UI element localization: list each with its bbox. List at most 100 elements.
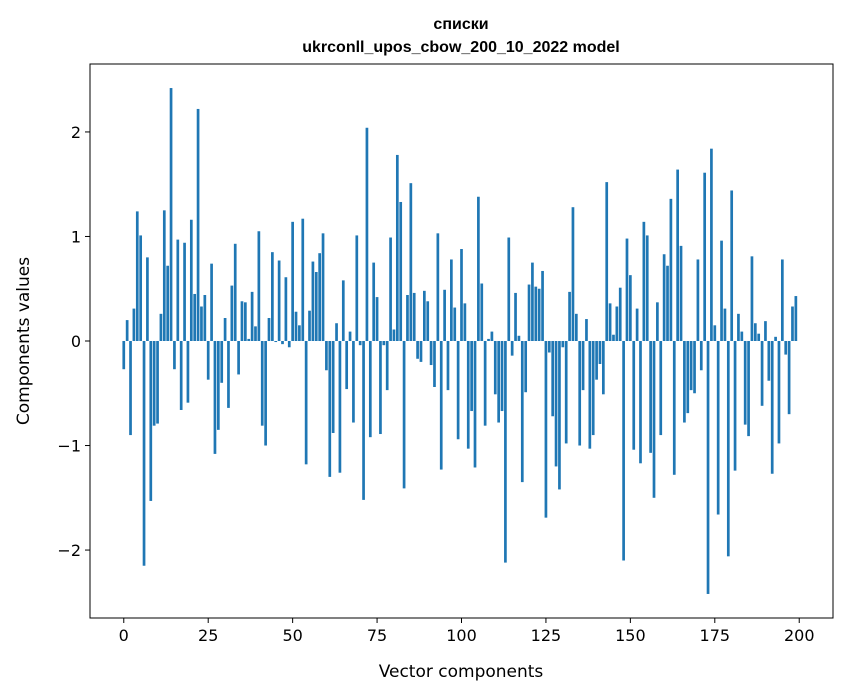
bar-70 xyxy=(358,341,362,346)
bar-40 xyxy=(257,231,261,341)
bar-10 xyxy=(156,341,159,424)
bar-59 xyxy=(321,233,325,341)
bar-4 xyxy=(135,211,139,341)
bar-24 xyxy=(203,295,207,341)
bar-64 xyxy=(338,341,342,473)
bar-162 xyxy=(669,198,673,341)
bar-192 xyxy=(770,341,774,474)
bar-55 xyxy=(308,310,311,341)
bar-176 xyxy=(716,341,720,515)
bar-165 xyxy=(679,245,683,341)
bar-108 xyxy=(487,338,490,341)
bar-78 xyxy=(385,341,389,391)
bar-46 xyxy=(277,260,281,341)
bar-45 xyxy=(274,341,278,343)
bar-29 xyxy=(220,341,224,383)
bar-72 xyxy=(365,127,369,341)
bar-181 xyxy=(733,341,737,471)
bar-57 xyxy=(314,272,318,341)
bar-171 xyxy=(699,341,703,371)
bar-124 xyxy=(541,270,544,341)
bar-190 xyxy=(764,321,767,341)
x-tick-label: 200 xyxy=(784,626,815,645)
bar-150 xyxy=(629,275,632,341)
bar-160 xyxy=(662,254,666,341)
bar-25 xyxy=(206,341,210,380)
bar-98 xyxy=(453,307,457,341)
bar-76 xyxy=(379,341,382,435)
bar-126 xyxy=(547,341,551,353)
bar-65 xyxy=(341,280,345,341)
bar-136 xyxy=(581,341,585,391)
bar-99 xyxy=(456,341,460,440)
bar-191 xyxy=(767,341,771,381)
bar-137 xyxy=(585,319,588,341)
bar-175 xyxy=(713,325,717,341)
bar-166 xyxy=(683,341,686,423)
bar-82 xyxy=(399,201,403,341)
bar-20 xyxy=(189,219,193,341)
bar-87 xyxy=(416,341,419,359)
bar-189 xyxy=(760,341,764,406)
bars xyxy=(122,88,798,594)
bar-112 xyxy=(500,341,504,412)
bar-159 xyxy=(659,341,663,436)
bar-79 xyxy=(389,237,392,341)
bar-92 xyxy=(433,341,436,387)
bar-149 xyxy=(625,238,629,341)
bar-50 xyxy=(291,221,294,341)
bar-197 xyxy=(787,341,791,415)
bar-107 xyxy=(483,341,487,426)
bar-142 xyxy=(601,341,605,395)
bar-96 xyxy=(446,341,450,391)
bar-145 xyxy=(612,334,615,341)
x-tick-label: 150 xyxy=(615,626,646,645)
bar-14 xyxy=(169,88,173,342)
bar-118 xyxy=(520,341,524,483)
bar-12 xyxy=(162,210,166,341)
bar-43 xyxy=(267,318,271,341)
bar-117 xyxy=(517,335,521,341)
bar-69 xyxy=(355,235,359,341)
bar-41 xyxy=(260,341,264,426)
bar-102 xyxy=(466,341,470,449)
bar-84 xyxy=(406,295,409,341)
bar-30 xyxy=(223,318,227,341)
bar-90 xyxy=(426,301,430,341)
bar-168 xyxy=(689,341,693,391)
bar-47 xyxy=(281,341,284,345)
bar-33 xyxy=(233,243,237,341)
x-axis-label: Vector components xyxy=(379,662,544,682)
bar-172 xyxy=(703,172,707,341)
bar-119 xyxy=(524,341,528,393)
bar-61 xyxy=(328,341,332,477)
bar-111 xyxy=(497,341,501,423)
x-tick-label: 0 xyxy=(119,626,129,645)
bar-34 xyxy=(237,341,240,375)
bar-15 xyxy=(173,341,176,370)
bar-53 xyxy=(301,218,305,341)
bar-62 xyxy=(331,341,335,433)
bar-120 xyxy=(527,284,531,341)
x-tick-label: 125 xyxy=(531,626,562,645)
bar-48 xyxy=(284,277,288,341)
bar-7 xyxy=(146,257,149,341)
bar-37 xyxy=(247,338,251,341)
bar-139 xyxy=(591,341,595,436)
bar-83 xyxy=(402,341,406,489)
bar-97 xyxy=(450,259,453,341)
bar-125 xyxy=(544,341,548,518)
bar-31 xyxy=(227,341,230,408)
bar-77 xyxy=(382,341,386,346)
bar-127 xyxy=(551,341,555,417)
bar-156 xyxy=(649,341,652,453)
bar-193 xyxy=(774,336,777,341)
bar-196 xyxy=(784,341,788,355)
bar-195 xyxy=(780,259,784,341)
bar-169 xyxy=(693,341,696,394)
bar-185 xyxy=(747,341,750,437)
bar-131 xyxy=(564,341,568,444)
bar-182 xyxy=(737,313,740,341)
bar-151 xyxy=(632,341,636,450)
bar-42 xyxy=(264,341,267,446)
